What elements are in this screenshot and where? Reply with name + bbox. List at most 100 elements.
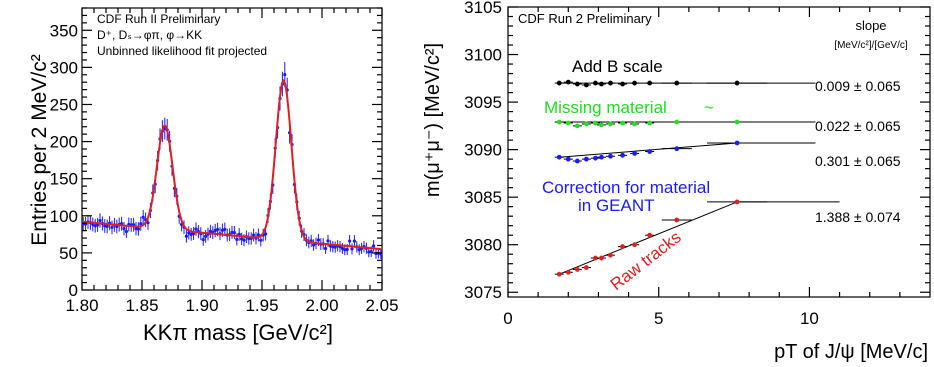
label-add-b-scale: Add B scale <box>572 57 663 76</box>
right-data-point <box>630 242 640 248</box>
left-data-point <box>122 221 126 236</box>
left-y-tick-label: 250 <box>50 95 78 114</box>
left-x-tick-label: 1.95 <box>245 296 278 315</box>
left-y-axis-label: Entries per 2 MeV/c² <box>28 54 51 245</box>
slope-value-raw-tracks: 1.388 ± 0.074 <box>815 209 901 225</box>
left-data-point <box>352 235 356 248</box>
right-data-point <box>618 120 628 126</box>
left-data-point <box>331 241 335 253</box>
right-data-point <box>661 146 692 152</box>
right-data-point <box>618 152 628 158</box>
right-data-point <box>645 80 655 86</box>
right-data-point <box>590 120 600 126</box>
left-data-point <box>249 232 253 245</box>
right-data-point <box>572 158 582 164</box>
right-data-point <box>554 154 564 160</box>
right-data-point <box>596 122 606 128</box>
left-data-point <box>252 228 256 242</box>
left-data-point <box>338 240 342 253</box>
right-fit-line <box>559 201 738 275</box>
right-data-point <box>605 80 616 86</box>
left-data-point <box>201 233 205 246</box>
right-y-tick-label: 3075 <box>464 283 502 302</box>
right-data-point <box>706 80 768 86</box>
label-correction-line-1: Correction for material <box>542 178 710 197</box>
left-data-point <box>240 232 244 246</box>
left-data-point <box>84 217 88 232</box>
right-data-point <box>645 232 655 238</box>
right-data-point <box>554 271 564 277</box>
right-panel: 0 5 10 3075 3080 3085 3090 3095 3100 3105 CDF Run… <box>422 0 931 363</box>
left-data-point <box>93 218 97 233</box>
left-data-point <box>189 227 193 241</box>
slope-value-missing-material: 0.022 ± 0.065 <box>815 118 901 134</box>
right-y-tick-label: 3105 <box>464 0 502 17</box>
right-y-axis-label: m(μ⁺μ⁻) [MeV/c²] <box>422 43 444 197</box>
slope-value-add-b-scale: 0.009 ± 0.065 <box>815 78 901 94</box>
right-data-point <box>630 151 640 156</box>
slope-header: slope <box>855 18 886 33</box>
left-data-point <box>223 222 227 237</box>
left-data-point <box>105 219 109 234</box>
left-data-point <box>98 213 102 228</box>
right-data-point <box>581 156 591 162</box>
left-x-tick-label: 2.00 <box>305 296 338 315</box>
right-data-point <box>596 154 606 160</box>
right-data-point <box>572 81 582 87</box>
right-data-point <box>605 153 616 159</box>
right-data-point <box>605 121 616 127</box>
left-data-point <box>208 224 212 238</box>
right-data-point <box>706 199 768 205</box>
right-data-point <box>645 120 655 126</box>
right-data-layer <box>554 79 768 277</box>
right-data-point <box>581 82 591 88</box>
right-data-point <box>706 119 768 125</box>
left-data-point <box>232 226 236 240</box>
right-data-point <box>618 244 628 250</box>
right-annotation: CDF Run 2 Preliminary <box>518 11 652 26</box>
right-x-tick-label: 5 <box>654 309 663 328</box>
left-data-point <box>194 222 198 236</box>
right-data-point <box>661 217 692 223</box>
left-data-point <box>141 209 145 225</box>
right-y-tick-label: 3090 <box>464 141 502 160</box>
left-x-tick-label: 1.90 <box>185 296 218 315</box>
right-data-point <box>581 121 591 127</box>
left-data-point <box>348 235 352 248</box>
left-y-tick-label: 300 <box>50 58 78 77</box>
right-x-tick-label: 10 <box>800 309 819 328</box>
left-data-layer <box>81 61 383 260</box>
right-data-point <box>572 123 582 129</box>
right-data-point <box>563 120 573 126</box>
right-data-point <box>563 156 573 162</box>
left-x-tick-label: 2.05 <box>365 296 398 315</box>
left-data-point <box>372 240 376 252</box>
right-data-point <box>706 140 768 146</box>
left-data-point <box>103 219 107 233</box>
right-axis-ticks: 0 5 10 3075 3080 3085 3090 3095 3100 3105 <box>464 0 930 328</box>
left-x-axis-label: KKπ mass [GeV/c²] <box>143 320 333 345</box>
left-x-tick-label: 1.80 <box>65 296 98 315</box>
right-data-point <box>630 80 640 86</box>
left-data-point <box>357 244 361 256</box>
right-data-point <box>554 119 564 125</box>
right-data-point <box>630 121 640 127</box>
left-data-point <box>256 228 260 242</box>
left-data-point <box>91 217 95 232</box>
slope-value-correction: 0.301 ± 0.065 <box>815 153 901 169</box>
left-y-tick-label: 100 <box>50 207 78 226</box>
left-axis-ticks: 1.80 1.85 1.90 1.95 2.00 2.05 0 50 100 150 200 250 3… <box>50 7 399 315</box>
right-y-tick-label: 3085 <box>464 188 502 207</box>
left-x-tick-label: 1.85 <box>125 296 158 315</box>
right-data-point <box>590 80 600 86</box>
left-data-point <box>139 216 143 231</box>
right-data-point <box>661 119 692 125</box>
left-y-tick-label: 50 <box>59 244 78 263</box>
right-data-point <box>596 81 606 87</box>
left-data-point <box>134 221 138 236</box>
left-y-tick-label: 0 <box>69 281 78 300</box>
left-y-tick-label: 150 <box>50 170 78 189</box>
right-data-point <box>618 81 628 87</box>
left-panel: 1.80 1.85 1.90 1.95 2.00 2.05 0 50 100 150 200 250 3… <box>28 7 399 345</box>
